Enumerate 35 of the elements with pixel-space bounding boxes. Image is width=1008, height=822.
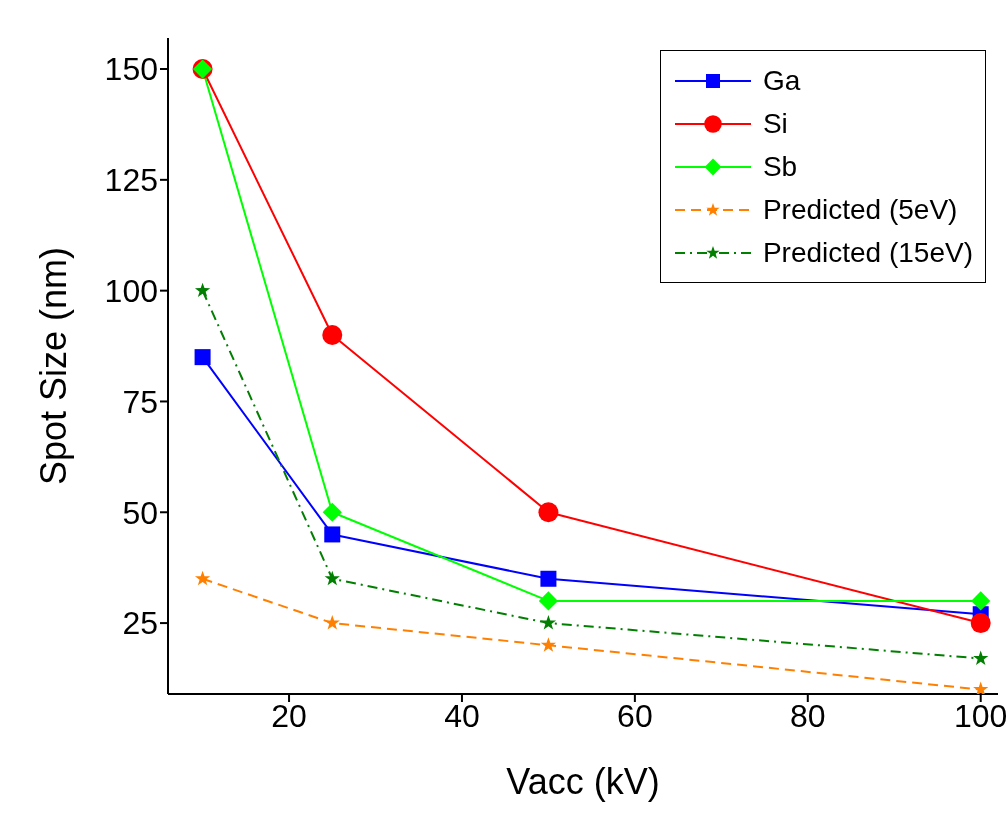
point [324,615,340,630]
point [538,502,559,523]
x-axis-title: Vacc (kV) [506,761,660,802]
legend-label: Predicted (15eV) [762,236,973,269]
point [324,526,341,543]
y-tick-label: 150 [104,51,158,88]
point [973,681,989,694]
point [324,570,340,586]
y-tick-label: 50 [122,494,158,531]
point [194,282,211,298]
x-tick-label: 100 [954,697,1008,734]
x-tick-label: 60 [617,697,653,734]
point [540,570,557,587]
y-axis-title: Spot Size (nm) [32,246,74,486]
y-tick-label: 75 [122,383,158,420]
x-tick-label: 80 [789,697,826,734]
point [538,591,559,611]
x-tick-label: 40 [444,697,480,734]
y-tick-label: 125 [104,162,158,199]
legend-label: Si [762,107,788,140]
point [540,637,557,652]
legend-label: Sb [762,150,798,183]
point [970,613,991,634]
point [322,502,342,522]
y-tick-label: 100 [104,273,158,310]
y-tick-label: 25 [122,605,158,642]
point [971,591,991,611]
legend-label: Predicted (5eV) [762,193,958,226]
point [322,324,343,345]
legend-label: Ga [762,64,801,97]
point [540,615,557,630]
point [973,650,989,666]
point [194,570,211,586]
point [194,349,211,366]
x-tick-label: 20 [271,697,307,734]
